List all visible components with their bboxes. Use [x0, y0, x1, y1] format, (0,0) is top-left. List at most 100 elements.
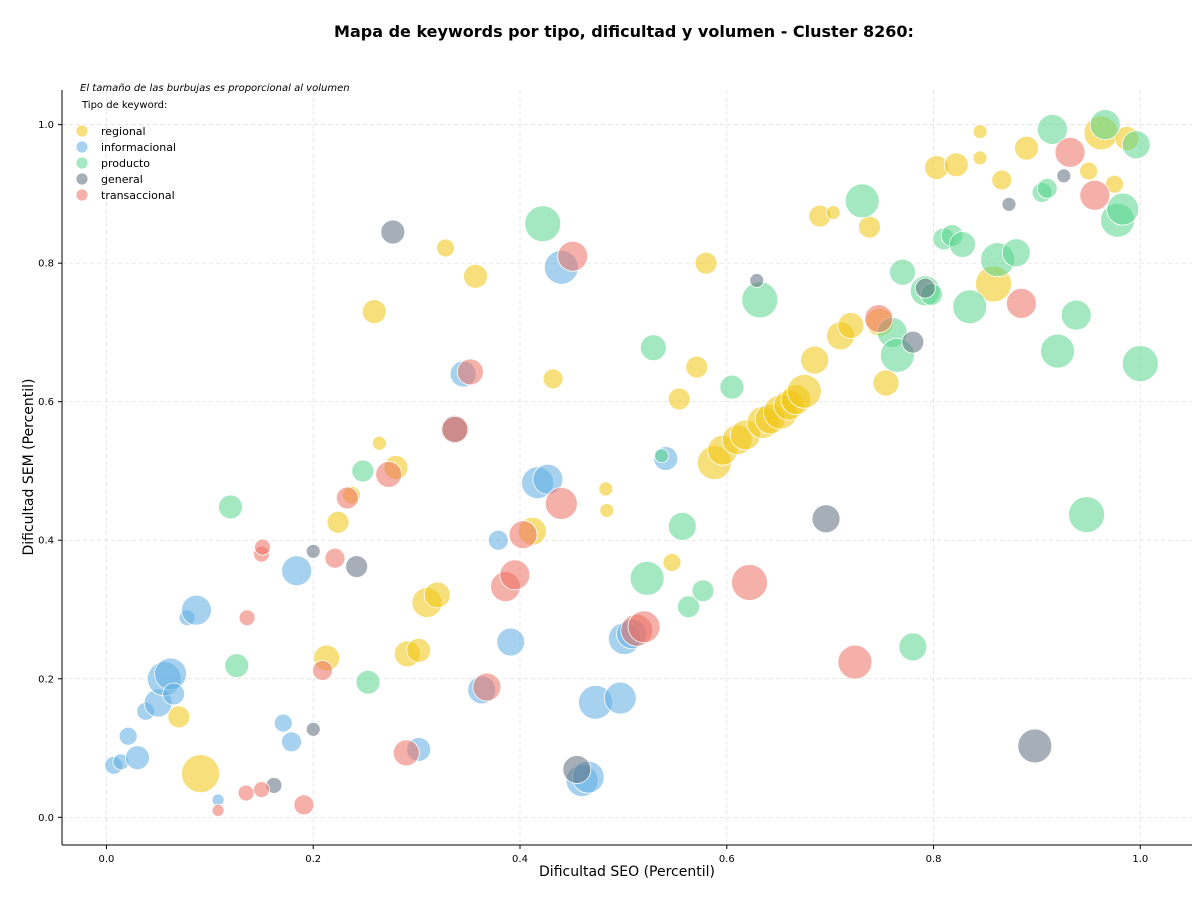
bubble-transaccional — [211, 803, 225, 817]
bubbles — [104, 109, 1159, 817]
bubble-transaccional — [375, 461, 403, 488]
legend-title: Tipo de keyword: — [81, 100, 167, 111]
bubble-producto — [1040, 333, 1075, 369]
bubble-producto — [639, 334, 667, 362]
bubble-producto — [844, 183, 880, 219]
bubble-general — [562, 755, 592, 784]
bubble-general — [380, 219, 406, 245]
bubble-regional — [800, 345, 830, 375]
bubble-general — [305, 721, 321, 737]
bubble-transaccional — [544, 487, 578, 520]
bubble-informacional — [487, 529, 509, 551]
x-tick-label: 0.4 — [512, 854, 528, 865]
bubble-regional — [667, 387, 691, 411]
bubble-transaccional — [499, 559, 531, 591]
bubble-transaccional — [472, 672, 502, 702]
legend-marker-informacional — [75, 140, 89, 154]
bubble-regional — [825, 205, 841, 221]
bubble-producto — [1060, 299, 1092, 331]
bubble-informacional — [603, 681, 637, 715]
chart-title: Mapa de keywords por tipo, dificultad y … — [334, 22, 914, 41]
bubble-regional — [837, 312, 865, 339]
bubble-regional — [1079, 161, 1099, 181]
bubble-transaccional — [456, 358, 484, 386]
legend-label-general: general — [101, 173, 143, 186]
grid-lines — [62, 90, 1192, 845]
x-tick-label: 0.0 — [99, 854, 115, 865]
bubble-transaccional — [441, 416, 469, 443]
y-tick-label: 0.0 — [38, 813, 54, 824]
bubble-informacional — [281, 555, 313, 587]
y-tick-label: 0.8 — [38, 259, 54, 270]
bubble-regional — [972, 150, 988, 166]
bubble-regional — [694, 251, 718, 275]
bubble-producto — [1068, 496, 1105, 534]
x-tick-label: 0.8 — [926, 854, 942, 865]
bubble-transaccional — [1079, 179, 1111, 211]
bubble-regional — [542, 368, 564, 390]
bubble-producto — [741, 281, 779, 319]
legend-label-producto: producto — [101, 157, 150, 170]
bubble-regional — [872, 369, 900, 397]
bubble-transaccional — [335, 486, 359, 510]
bubble-general — [1001, 196, 1017, 212]
bubble-producto — [667, 511, 697, 541]
x-tick-label: 0.2 — [305, 854, 321, 865]
legend-label-regional: regional — [101, 125, 146, 138]
bubble-producto — [1106, 192, 1140, 226]
bubble-producto — [629, 560, 665, 596]
bubble-producto — [952, 289, 988, 325]
x-tick-label: 1.0 — [1132, 854, 1148, 865]
bubble-transaccional — [508, 520, 538, 550]
bubble-transaccional — [324, 547, 346, 569]
bubble-transaccional — [237, 784, 255, 802]
bubble-transaccional — [627, 610, 661, 644]
bubble-informacional — [273, 713, 293, 733]
bubble-transaccional — [238, 609, 256, 627]
bubble-transaccional — [1054, 136, 1086, 168]
bubble-general — [1017, 728, 1053, 764]
bubble-producto — [1036, 177, 1058, 199]
bubble-general — [749, 273, 765, 288]
bubble-general — [901, 330, 925, 354]
bubble-regional — [599, 503, 615, 518]
bubble-regional — [598, 481, 614, 497]
bubble-regional — [371, 435, 387, 451]
bubble-producto — [1121, 130, 1151, 160]
axes — [61, 90, 1192, 846]
bubble-transaccional — [837, 644, 873, 680]
bubble-producto — [889, 258, 916, 286]
bubble-producto — [224, 653, 250, 679]
bubble-general — [1056, 168, 1072, 184]
bubble-transaccional — [392, 739, 420, 767]
bubble-regional — [423, 581, 451, 609]
bubble-size-note: El tamaño de las burbujas es proporciona… — [80, 83, 350, 94]
bubble-regional — [685, 355, 709, 379]
bubble-regional — [436, 238, 455, 258]
bubble-regional — [991, 169, 1013, 191]
bubble-transaccional — [253, 781, 270, 798]
bubble-informacional — [162, 682, 186, 706]
bubble-regional — [361, 299, 387, 325]
y-ticks: 0.0 0.2 0.4 0.6 0.8 1.0 — [38, 120, 62, 824]
bubble-producto — [524, 205, 562, 243]
bubble-regional — [662, 552, 682, 572]
y-tick-label: 0.2 — [38, 674, 54, 685]
legend-label-transaccional: transaccional — [101, 189, 175, 202]
series-informacional — [104, 249, 679, 807]
bubble-producto — [1121, 345, 1159, 383]
bubble-transaccional — [1006, 287, 1037, 319]
bubble-producto — [677, 595, 700, 619]
legend-items: regional informacional producto general tran… — [75, 124, 176, 202]
bubble-producto — [218, 494, 243, 520]
bubble-regional — [406, 637, 432, 663]
bubble-producto — [1089, 109, 1121, 141]
bubble-producto — [1037, 114, 1068, 145]
bubble-producto — [949, 231, 976, 258]
bubble-informacional — [125, 745, 150, 771]
bubble-regional — [463, 263, 488, 289]
bubble-informacional — [281, 731, 302, 753]
bubble-general — [811, 504, 841, 534]
bubble-regional — [972, 124, 988, 139]
bubble-transaccional — [254, 538, 271, 556]
